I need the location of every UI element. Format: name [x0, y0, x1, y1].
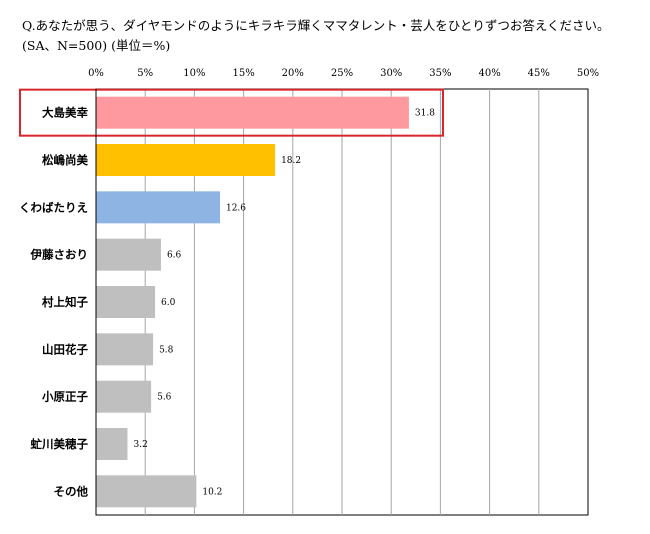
data-label: 6.0	[161, 298, 176, 308]
category-label: 山田花子	[42, 342, 88, 356]
data-label: 3.2	[133, 440, 147, 450]
x-tick-label: 5%	[137, 68, 153, 79]
x-tick-label: 40%	[478, 68, 500, 79]
chart-title: Q.あなたが思う、ダイヤモンドのようにキラキラ輝くママタレント・芸人をひとりずつ…	[22, 16, 609, 56]
bar	[96, 286, 156, 318]
bar	[96, 96, 409, 129]
category-label: くわばたりえ	[19, 200, 88, 214]
question-line-2: (SA、N=500) (単位＝%)	[22, 38, 171, 53]
data-label: 31.8	[415, 109, 435, 119]
bar	[96, 475, 197, 508]
bar	[96, 191, 220, 224]
data-label: 5.6	[157, 393, 172, 403]
x-tick-label: 35%	[429, 68, 451, 79]
category-label: 伊藤さおり	[30, 248, 89, 262]
bar	[96, 238, 161, 271]
category-label: その他	[54, 484, 89, 498]
category-label: 小原正子	[41, 390, 88, 404]
category-label: 大島美幸	[42, 106, 88, 120]
x-tick-label: 25%	[331, 68, 353, 79]
bar	[96, 333, 154, 366]
data-label: 5.8	[159, 345, 174, 355]
data-label: 18.2	[281, 156, 301, 166]
data-label: 12.6	[226, 203, 246, 213]
x-tick-label: 30%	[380, 68, 402, 79]
bar	[96, 380, 152, 413]
data-label: 10.2	[202, 487, 222, 497]
x-tick-label: 10%	[183, 68, 205, 79]
x-tick-label: 45%	[528, 68, 550, 79]
x-tick-label: 20%	[282, 68, 304, 79]
category-label: 村上知子	[42, 295, 88, 309]
category-label: 虻川美穂子	[31, 437, 89, 451]
bar	[96, 144, 276, 176]
data-label: 6.6	[167, 251, 182, 261]
x-tick-label: 15%	[232, 68, 254, 79]
x-tick-label: 50%	[577, 68, 599, 79]
question-line-1: Q.あなたが思う、ダイヤモンドのようにキラキラ輝くママタレント・芸人をひとりずつ…	[22, 18, 610, 33]
category-label: 松嶋尚美	[42, 153, 88, 167]
x-tick-label: 0%	[88, 68, 104, 79]
bar	[96, 428, 128, 460]
highlight-box	[19, 88, 444, 137]
